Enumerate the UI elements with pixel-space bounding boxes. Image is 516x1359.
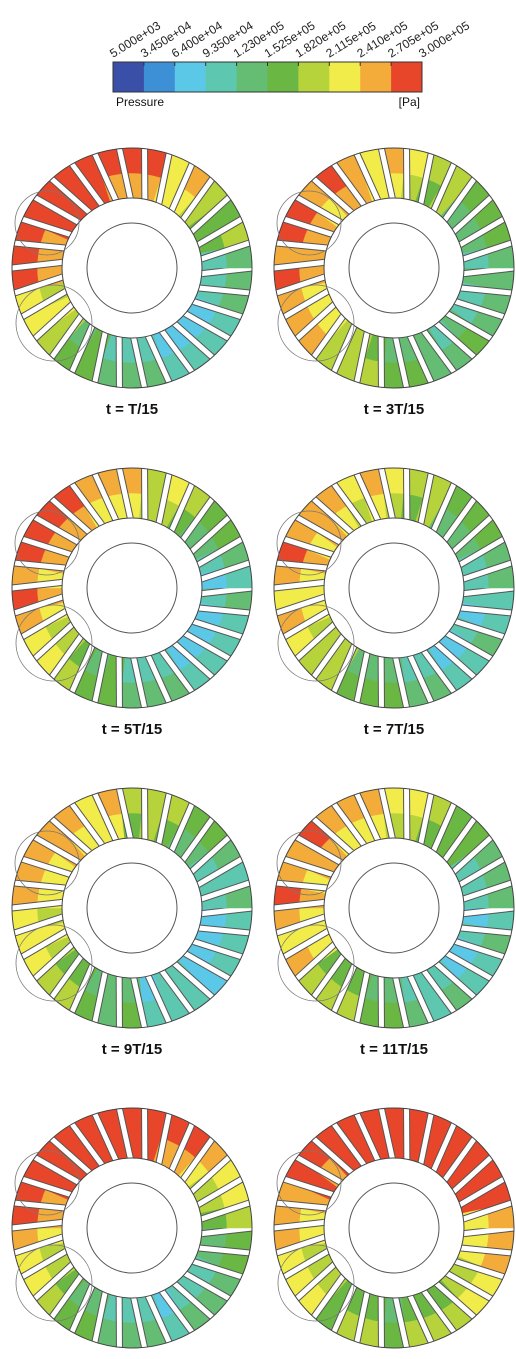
colorbar-swatch [144,62,175,92]
panel-caption: t = 9T/15 [102,1041,162,1058]
colorbar-swatch [113,62,144,92]
rotor-shaft [87,223,177,313]
panel-caption: t = 3T/15 [364,401,424,418]
rotor-panel [274,148,514,388]
rotor-panel [274,1108,514,1348]
colorbar-swatch [206,62,237,92]
panel-caption: t = 5T/15 [102,721,162,738]
colorbar-swatch [175,62,206,92]
colorbar-swatch [237,62,268,92]
rotor-panel [12,788,252,1028]
rotor-shaft [87,543,177,633]
panel-caption: t = 7T/15 [364,721,424,738]
rotor-shaft [349,1183,439,1273]
rotor-panel [12,468,252,708]
colorbar-swatch [360,62,391,92]
colorbar-swatch [329,62,360,92]
colorbar-unit: [Pa] [399,95,420,109]
rotor-shaft [87,1183,177,1273]
colorbar-swatch [268,62,299,92]
rotor-panel [12,148,252,388]
rotor-shaft [349,543,439,633]
panel-caption: t = T/15 [106,401,158,418]
rotor-shaft [349,223,439,313]
rotor-shaft [349,863,439,953]
rotor-shaft [87,863,177,953]
colorbar-swatch [391,62,422,92]
colorbar-title: Pressure [116,95,164,109]
panel-caption: t = 11T/15 [360,1041,428,1058]
colorbar-swatch [298,62,329,92]
rotor-panel [12,1108,252,1348]
rotor-panel [274,468,514,708]
rotor-panel [274,788,514,1028]
